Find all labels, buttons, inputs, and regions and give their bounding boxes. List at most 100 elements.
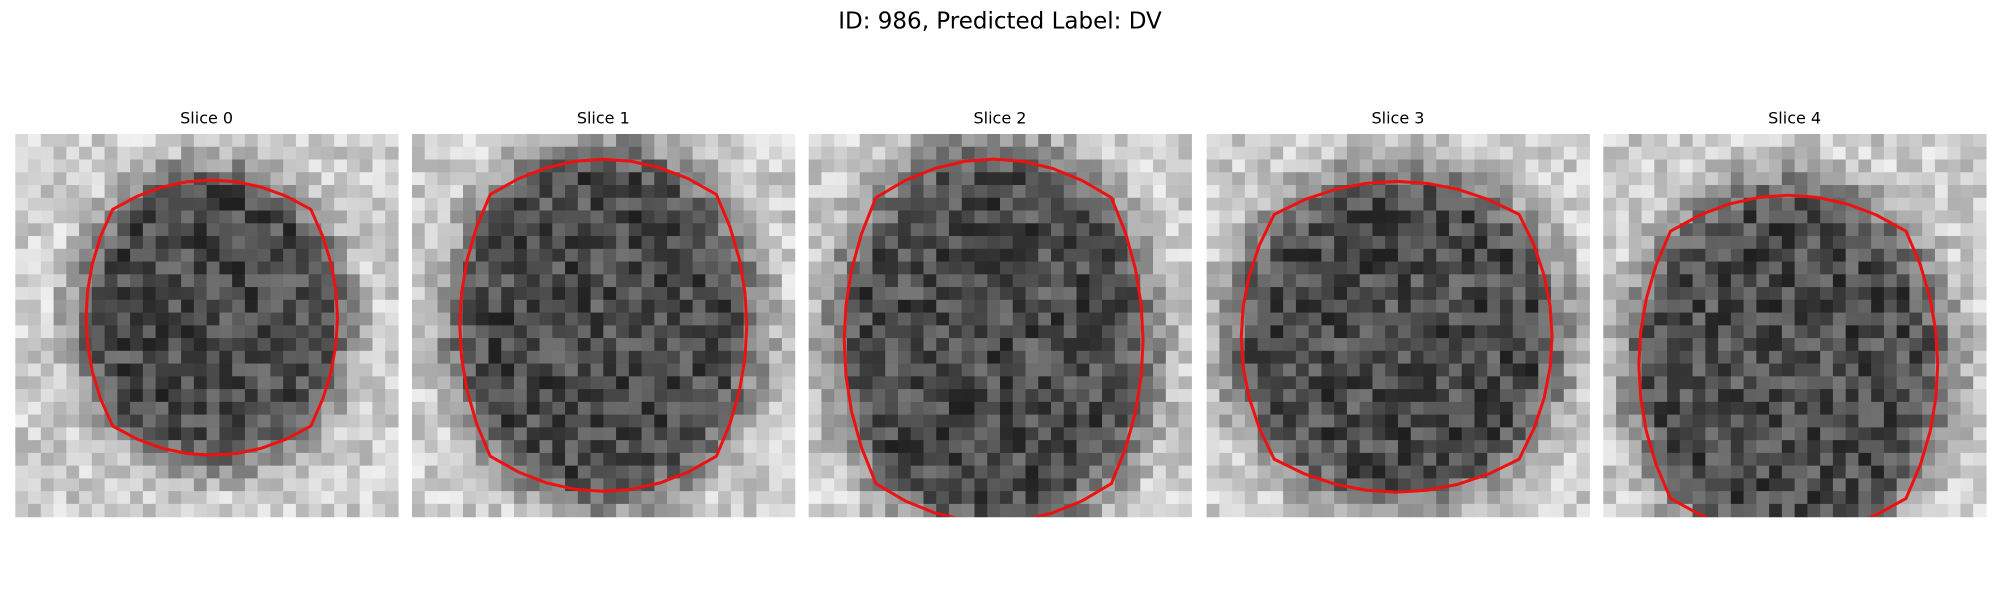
pixel (1178, 491, 1192, 505)
pixel (514, 478, 528, 492)
pixel (257, 248, 272, 263)
pixel (130, 376, 144, 390)
pixel (730, 440, 745, 454)
pixel (1334, 440, 1348, 454)
pixel (1359, 159, 1374, 173)
pixel (999, 197, 1014, 212)
pixel (1372, 312, 1386, 326)
pixel (1947, 427, 1962, 441)
pixel (1385, 465, 1399, 479)
pixel (142, 401, 157, 416)
pixel (628, 146, 643, 161)
pixel (1321, 440, 1335, 454)
pixel (372, 312, 386, 326)
pixel (181, 134, 195, 148)
pixel (283, 172, 297, 186)
pixel (91, 427, 106, 441)
pixel (53, 210, 67, 224)
pixel (1178, 274, 1192, 288)
pixel (257, 210, 272, 224)
pixel (117, 223, 131, 237)
pixel (372, 325, 386, 339)
pixel (1883, 325, 1898, 339)
pixel (1705, 503, 1719, 518)
pixel (590, 287, 604, 301)
pixel (219, 134, 233, 148)
pixel (1551, 185, 1565, 199)
pixel (53, 452, 67, 467)
pixel (1896, 210, 1911, 224)
pixel (1845, 210, 1860, 224)
pixel (181, 236, 195, 250)
pixel (1102, 414, 1116, 428)
pixel (1114, 172, 1129, 186)
pixel (1423, 465, 1437, 479)
pixel (1603, 465, 1617, 479)
pixel (1934, 389, 1949, 403)
pixel (885, 261, 899, 275)
pixel (308, 491, 323, 505)
pixel (1973, 210, 1987, 224)
pixel (1219, 185, 1233, 199)
pixel (1038, 350, 1052, 365)
pixel (28, 414, 42, 428)
pixel (15, 363, 29, 377)
pixel (1679, 389, 1694, 403)
pixel (501, 248, 515, 263)
pixel (1525, 440, 1539, 454)
pixel (219, 312, 233, 326)
pixel (1743, 146, 1757, 161)
pixel (1756, 376, 1770, 390)
pixel (1012, 299, 1027, 314)
pixel (437, 210, 451, 224)
pixel (628, 414, 643, 428)
pixel (1219, 197, 1233, 212)
pixel (1551, 159, 1565, 173)
pixel (1934, 210, 1949, 224)
pixel (1397, 427, 1412, 441)
pixel (1410, 236, 1425, 250)
pixel (1308, 363, 1323, 377)
pixel (1410, 440, 1425, 454)
pixel (1244, 299, 1259, 314)
pixel (1769, 312, 1783, 326)
pixel (808, 299, 823, 314)
pixel (463, 363, 477, 377)
pixel (923, 312, 937, 326)
pixel (463, 172, 477, 186)
pixel (219, 478, 233, 492)
pixel (193, 389, 208, 403)
pixel (1603, 376, 1617, 390)
pixel (117, 414, 131, 428)
pixel (475, 172, 490, 186)
pixel (961, 210, 976, 224)
pixel (1576, 236, 1590, 250)
pixel (948, 146, 963, 161)
pixel (1947, 287, 1962, 301)
pixel (936, 414, 950, 428)
pixel (936, 312, 950, 326)
pixel (514, 363, 528, 377)
pixel (974, 223, 988, 237)
pixel (424, 236, 439, 250)
pixel (1576, 274, 1590, 288)
pixel (1461, 452, 1476, 467)
pixel (743, 146, 757, 161)
pixel (1730, 389, 1745, 403)
pixel (539, 312, 553, 326)
pixel (1551, 146, 1565, 161)
pixel (1089, 440, 1103, 454)
pixel (1114, 146, 1129, 161)
pixel (1896, 401, 1911, 416)
pixel (756, 287, 770, 301)
pixel (730, 503, 745, 518)
pixel (539, 197, 553, 212)
pixel (603, 299, 617, 314)
pixel (1487, 325, 1501, 339)
pixel (1270, 146, 1284, 161)
pixel (603, 325, 617, 339)
pixel (1178, 159, 1192, 173)
pixel (577, 236, 592, 250)
pixel (1178, 223, 1192, 237)
pixel (1820, 172, 1834, 186)
